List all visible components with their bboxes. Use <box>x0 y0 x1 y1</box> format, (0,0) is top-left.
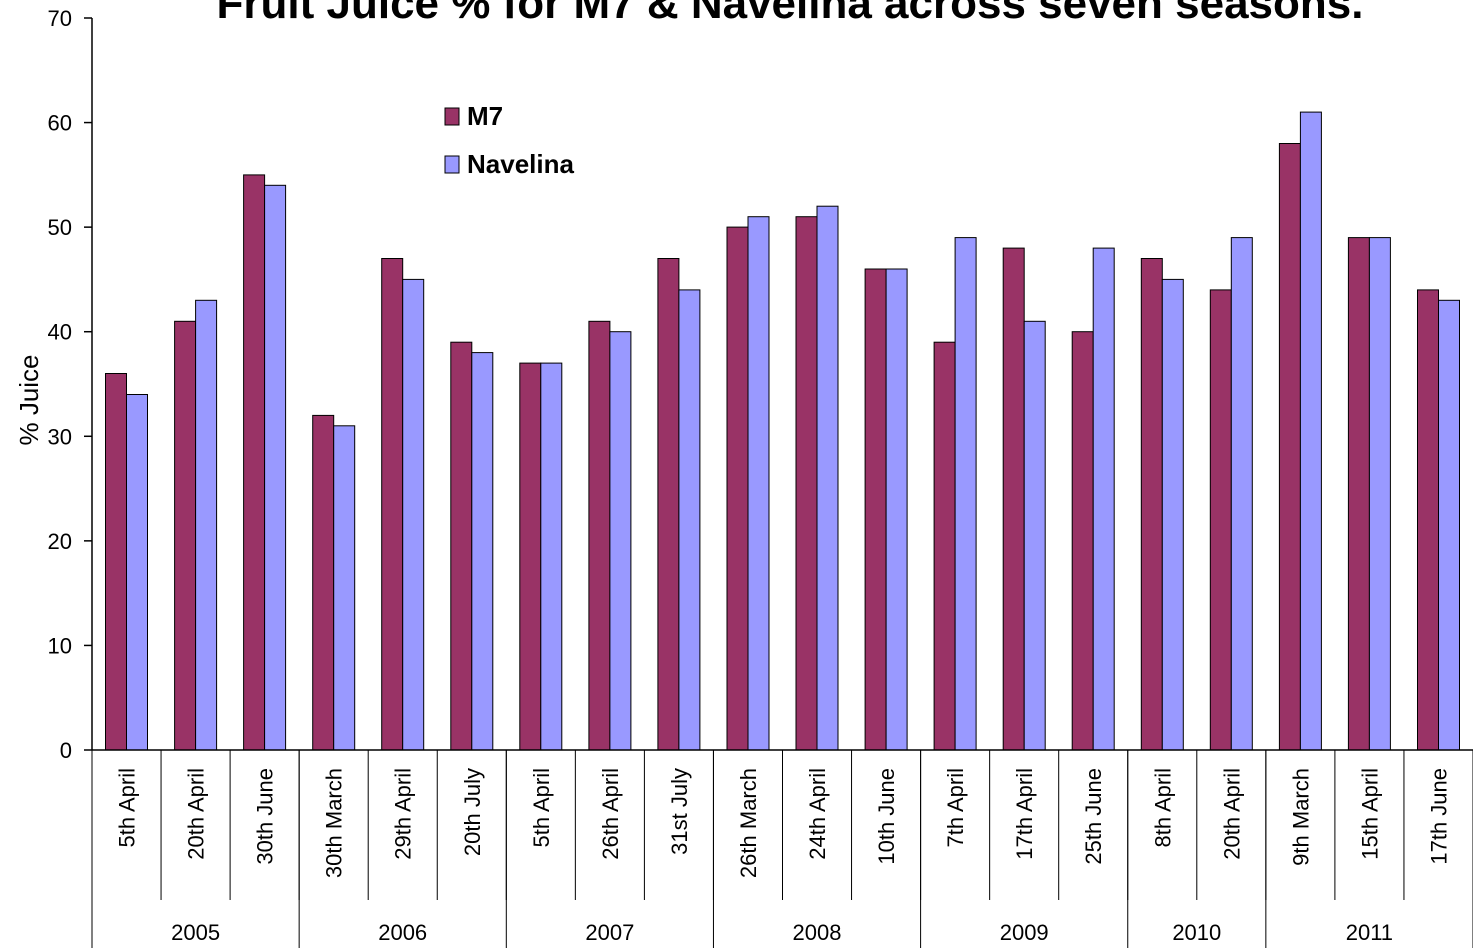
x-category-label-2: 20th April <box>184 768 209 860</box>
x-category-label-20: 17th June <box>1427 768 1452 865</box>
bar-m7-7 <box>519 362 542 751</box>
y-tick-label-30: 30 <box>48 424 72 449</box>
legend-swatch-navelina <box>444 155 460 174</box>
bar-navelina-10 <box>747 216 770 751</box>
chart-title: Fruit Juice % for M7 & Navelina across s… <box>217 0 1364 28</box>
x-category-label-16: 8th April <box>1150 768 1175 848</box>
bar-m7-4 <box>312 414 335 751</box>
x-category-label-6: 20th July <box>460 768 485 856</box>
bar-m7-17 <box>1209 289 1232 751</box>
y-tick-label-10: 10 <box>48 633 72 658</box>
x-category-label-17: 20th April <box>1219 768 1244 860</box>
bar-m7-10 <box>726 226 749 751</box>
bar-m7-3 <box>243 174 266 751</box>
y-tick-label-40: 40 <box>48 320 72 345</box>
bar-m7-15 <box>1071 331 1094 751</box>
bar-m7-1 <box>105 373 127 751</box>
bar-m7-13 <box>933 341 956 751</box>
bar-navelina-3 <box>264 184 287 751</box>
x-category-label-8: 26th April <box>598 768 623 860</box>
bar-m7-14 <box>1002 247 1025 751</box>
bar-navelina-5 <box>402 278 425 751</box>
legend-swatch-m7 <box>444 107 460 126</box>
bar-m7-8 <box>588 320 611 751</box>
x-group-label-2007: 2007 <box>585 920 634 945</box>
x-category-label-1: 5th April <box>115 768 140 848</box>
x-group-label-2011: 2011 <box>1346 920 1393 945</box>
bar-navelina-14 <box>1023 320 1046 751</box>
x-category-label-19: 15th April <box>1357 768 1382 860</box>
x-group-label-2009: 2009 <box>1000 920 1049 945</box>
x-category-label-13: 7th April <box>943 768 968 848</box>
bar-m7-12 <box>864 268 887 751</box>
x-category-label-10: 26th March <box>736 768 761 878</box>
x-category-label-15: 25th June <box>1081 768 1106 865</box>
bar-m7-2 <box>174 320 197 751</box>
x-category-label-18: 9th March <box>1288 768 1313 866</box>
legend-label-navelina: Navelina <box>467 149 574 179</box>
x-group-label-2008: 2008 <box>793 920 842 945</box>
y-axis-label: % Juice <box>14 354 44 445</box>
x-category-label-4: 30th March <box>322 768 347 878</box>
legend-label-m7: M7 <box>467 101 503 131</box>
bar-navelina-11 <box>816 205 839 751</box>
bar-m7-19 <box>1347 237 1370 751</box>
bar-navelina-7 <box>540 362 563 751</box>
x-category-label-14: 17th April <box>1012 768 1037 860</box>
x-category-label-7: 5th April <box>529 768 554 848</box>
bar-m7-20 <box>1417 289 1439 751</box>
bars-layer <box>105 111 1460 751</box>
bar-navelina-8 <box>609 331 632 751</box>
bar-m7-5 <box>381 258 404 751</box>
x-group-label-2005: 2005 <box>171 920 220 945</box>
x-group-label-2006: 2006 <box>378 920 427 945</box>
bar-navelina-19 <box>1368 237 1391 751</box>
x-category-label-5: 29th April <box>391 768 416 860</box>
y-tick-label-0: 0 <box>60 738 72 763</box>
bar-m7-6 <box>450 341 473 751</box>
y-tick-label-60: 60 <box>48 111 72 136</box>
x-category-label-12: 10th June <box>874 768 899 865</box>
bar-navelina-13 <box>954 237 977 751</box>
bar-navelina-6 <box>471 352 494 751</box>
x-category-label-9: 31st July <box>667 768 692 855</box>
bar-navelina-4 <box>333 425 356 751</box>
y-tick-label-70: 70 <box>48 6 72 31</box>
y-tick-label-20: 20 <box>48 529 72 554</box>
bar-navelina-9 <box>678 289 701 751</box>
bar-navelina-12 <box>885 268 908 751</box>
bar-navelina-20 <box>1438 299 1460 751</box>
x-group-label-2010: 2010 <box>1172 920 1221 945</box>
axes-layer: 0 10 20 30 40 50 60 70 5th April 20th April 30th J… <box>48 6 1473 948</box>
bar-navelina-18 <box>1299 111 1322 751</box>
x-category-label-11: 24th April <box>805 768 830 860</box>
bar-m7-11 <box>795 216 818 751</box>
bar-m7-18 <box>1278 143 1301 751</box>
legend: M7 Navelina <box>444 101 574 179</box>
y-tick-label-50: 50 <box>48 215 72 240</box>
bar-navelina-15 <box>1092 247 1115 751</box>
bar-navelina-2 <box>195 299 218 751</box>
bar-navelina-17 <box>1230 237 1253 751</box>
bar-navelina-1 <box>126 394 148 751</box>
bar-m7-9 <box>657 258 680 751</box>
bar-navelina-16 <box>1161 278 1184 751</box>
bar-m7-16 <box>1140 258 1163 751</box>
x-category-label-3: 30th June <box>253 768 278 865</box>
